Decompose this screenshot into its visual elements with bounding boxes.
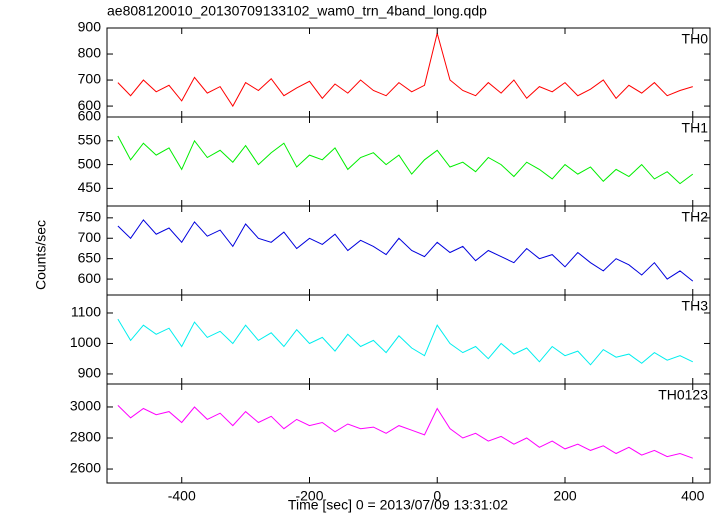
x-tick-label: 0 [433, 488, 441, 504]
series-label: TH0123 [658, 387, 708, 403]
y-tick-label: 700 [78, 71, 102, 87]
y-tick-label: 900 [78, 19, 102, 35]
y-tick-label: 1100 [71, 304, 101, 320]
x-tick-label: 400 [681, 488, 705, 504]
panel-frame [106, 205, 711, 296]
series-label: TH2 [682, 209, 709, 225]
data-line [117, 31, 693, 108]
panel-frame [106, 116, 711, 207]
y-tick-label: 3000 [70, 398, 101, 414]
x-tick-label: -200 [295, 488, 323, 504]
y-tick-label: 550 [78, 131, 102, 147]
data-line [117, 219, 694, 282]
data-line [117, 405, 693, 459]
y-tick-label: 700 [78, 229, 102, 245]
y-tick-label: 600 [78, 108, 102, 124]
x-axis-label: Time [sec] 0 = 2013/07/09 13:31:02 [288, 497, 508, 513]
y-tick-label: 500 [78, 155, 102, 171]
series-label: TH0 [682, 31, 709, 47]
y-tick-label: 600 [78, 270, 102, 286]
y-tick-label: 2800 [70, 429, 101, 445]
x-tick-label: -400 [168, 488, 196, 504]
data-line [117, 318, 694, 366]
chart-title: ae808120010_20130709133102_wam0_trn_4ban… [107, 3, 487, 19]
panel-frame [106, 294, 711, 385]
series-label: TH3 [682, 298, 709, 314]
y-axis-label: Counts/sec [33, 220, 49, 290]
panel-frame [106, 383, 711, 484]
panel-frame [106, 27, 711, 118]
y-tick-label: 1000 [70, 334, 101, 350]
x-tick-label: 200 [553, 488, 577, 504]
data-line [117, 135, 694, 185]
y-tick-label: 650 [78, 249, 102, 265]
y-tick-label: 900 [78, 365, 102, 381]
y-tick-label: 600 [78, 97, 102, 113]
y-tick-label: 2600 [70, 460, 101, 476]
y-tick-label: 450 [78, 179, 102, 195]
series-label: TH1 [682, 120, 709, 136]
y-tick-label: 750 [78, 209, 102, 225]
y-tick-label: 800 [78, 45, 102, 61]
